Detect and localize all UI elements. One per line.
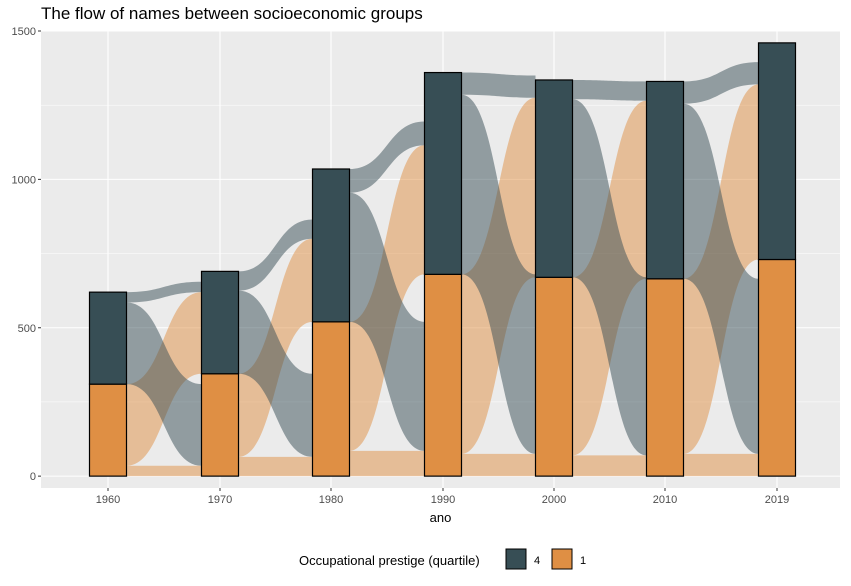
- flow-ribbon-4-to-1: [126, 302, 202, 466]
- bar-group-4: [423, 71, 463, 275]
- bar-group-1: [311, 321, 351, 477]
- x-tick-label: 1970: [208, 494, 232, 506]
- bar-group-4: [311, 168, 351, 323]
- legend-label: 1: [580, 555, 586, 567]
- bar-group-4: [534, 79, 574, 278]
- x-tick-label: 2000: [542, 494, 566, 506]
- flow-ribbon-4-to-4: [683, 62, 759, 104]
- flow-ribbon-4-to-1: [572, 99, 647, 456]
- flow-ribbon-4-to-4: [572, 79, 647, 101]
- flow-ribbon-1-to-1: [572, 455, 647, 477]
- x-axis-title: ano: [430, 510, 452, 525]
- bar-group-1: [88, 383, 128, 477]
- flow-ribbon-4-to-1: [238, 290, 313, 457]
- legend-title: Occupational prestige (quartile): [299, 553, 480, 568]
- flow-ribbon-1-to-1: [126, 465, 202, 477]
- flow-ribbon-4-to-4: [461, 72, 536, 98]
- flow-ribbon-1-to-1: [349, 450, 425, 477]
- y-tick-label: 500: [18, 323, 36, 335]
- legend-label: 4: [534, 555, 540, 567]
- bar-group-1: [757, 258, 797, 477]
- flow-ribbon-4-to-1: [349, 192, 425, 451]
- y-tick-label: 1500: [12, 26, 36, 38]
- flow-ribbons: [126, 62, 759, 477]
- bar-group-1: [645, 278, 685, 477]
- x-tick-label: 1980: [319, 494, 343, 506]
- bar-group-4: [88, 291, 128, 385]
- stratum-bars: [88, 42, 797, 477]
- x-tick-label: 2010: [653, 494, 677, 506]
- flow-ribbon-4-to-4: [126, 281, 202, 303]
- flow-ribbon-4-to-1: [683, 103, 759, 454]
- bar-group-4: [757, 42, 797, 261]
- x-axis: 1960 1970 1980 1990 2000 2010 2019: [96, 488, 789, 506]
- flow-ribbon-1-to-1: [683, 453, 759, 477]
- y-tick-label: 0: [30, 471, 36, 483]
- x-tick-label: 1960: [96, 494, 120, 506]
- y-tick-label: 1000: [12, 174, 36, 186]
- x-tick-label: 1990: [431, 494, 455, 506]
- legend: Occupational prestige (quartile) 4 1: [299, 548, 586, 570]
- flow-ribbon-4-to-4: [238, 219, 313, 291]
- bar-group-1: [200, 373, 240, 477]
- flow-ribbon-1-to-1: [238, 456, 313, 477]
- chart-title: The flow of names between socioeconomic …: [41, 4, 423, 23]
- bar-group-4: [200, 270, 240, 375]
- flow-ribbon-1-to-1: [461, 453, 536, 477]
- bar-group-1: [423, 273, 463, 477]
- bar-group-4: [645, 80, 685, 280]
- flow-ribbon-4-to-4: [349, 121, 425, 193]
- bar-group-1: [534, 276, 574, 477]
- legend-key: [551, 548, 573, 570]
- x-tick-label: 2019: [765, 494, 789, 506]
- legend-key: [505, 548, 527, 570]
- y-axis: 0 500 1000 1500: [12, 26, 41, 483]
- flow-ribbon-4-to-1: [461, 94, 536, 454]
